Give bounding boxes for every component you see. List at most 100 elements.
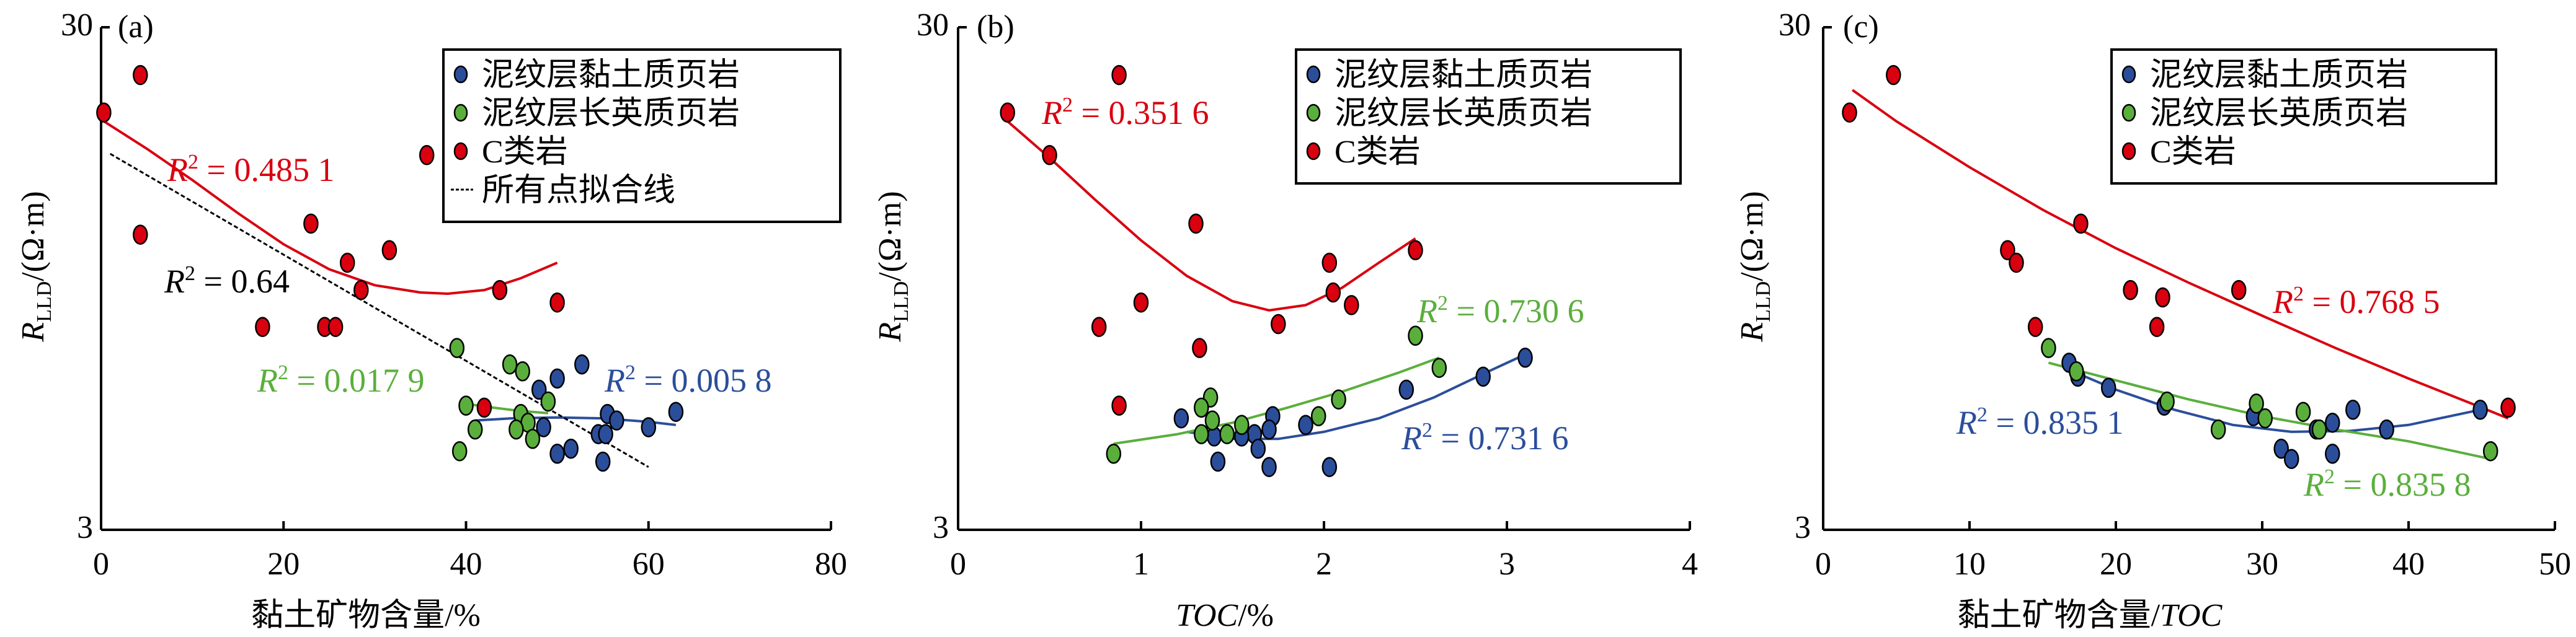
x-axis-title-unit: /% — [1238, 598, 1274, 633]
data-point-felsic — [2482, 441, 2498, 462]
legend-marker-felsic — [453, 103, 468, 122]
data-point-felsic — [502, 354, 518, 375]
x-tick-label: 20 — [267, 547, 300, 582]
r2-annotation-felsic: R2 = 0.017 9 — [257, 361, 424, 399]
r2-annotation-clay: R2 = 0.005 8 — [604, 361, 771, 399]
data-point-clay — [2325, 412, 2340, 433]
x-tick-label: 3 — [1499, 547, 1515, 582]
data-point-felsic — [458, 395, 474, 416]
y-tick-label-top: 30 — [1779, 7, 1811, 43]
data-point-c_rock — [2027, 317, 2043, 337]
legend-label-felsic: 泥纹层长英质页岩 — [482, 96, 740, 131]
data-point-felsic — [451, 441, 468, 462]
y-tick-label-top: 30 — [61, 7, 93, 43]
legend-box — [1295, 48, 1682, 185]
data-point-clay — [531, 379, 547, 400]
data-point-felsic — [1204, 410, 1220, 431]
data-point-c_rock — [1091, 317, 1107, 337]
y-axis-unit: /(Ω·m) — [1734, 191, 1770, 281]
x-tick-label: 20 — [2100, 547, 2132, 582]
data-point-c_rock — [2073, 213, 2089, 234]
x-tick-label: 0 — [950, 547, 966, 582]
data-point-clay — [2325, 444, 2340, 464]
data-point-c_rock — [327, 317, 344, 337]
r2-annotation-c_rock: R2 = 0.351 6 — [1041, 94, 1209, 131]
x-tick-label: 60 — [633, 547, 665, 582]
data-point-c_rock — [381, 240, 398, 261]
x-tick-label: 40 — [450, 547, 482, 582]
data-point-c_rock — [255, 317, 270, 337]
x-tick-label: 2 — [1316, 547, 1332, 582]
r2-annotation-all_fit: R2 = 0.64 — [164, 262, 290, 300]
data-point-felsic — [1310, 406, 1326, 426]
x-axis-title-italic: TOC — [2160, 598, 2223, 633]
legend-label-clay: 泥纹层黏土质页岩 — [1335, 58, 1592, 93]
data-point-clay — [549, 444, 565, 464]
x-tick-label: 40 — [2392, 547, 2425, 582]
r2-annotation-c_rock: R2 = 0.768 5 — [2272, 283, 2440, 320]
legend-label-felsic: 泥纹层长英质页岩 — [1335, 96, 1592, 131]
data-point-c_rock — [1886, 64, 1901, 86]
data-point-c_rock — [419, 145, 435, 165]
data-point-clay — [1210, 451, 1226, 472]
data-point-clay — [1321, 457, 1338, 477]
data-point-felsic — [2159, 391, 2175, 412]
data-point-clay — [2345, 400, 2361, 420]
data-point-felsic — [2249, 393, 2264, 414]
data-point-c_rock — [2149, 317, 2165, 337]
x-tick-label: 1 — [1133, 547, 1149, 582]
data-point-c_rock — [2231, 279, 2247, 301]
r2-annotation-felsic: R2 = 0.730 6 — [1416, 292, 1584, 330]
data-point-c_rock — [1192, 338, 1207, 358]
y-axis-subscript: LLD — [33, 281, 56, 322]
data-point-c_rock — [476, 397, 492, 418]
panel-label: (b) — [977, 9, 1015, 45]
y-axis-symbol: R — [1734, 322, 1770, 343]
data-point-c_rock — [2000, 240, 2015, 261]
data-point-c_rock — [339, 252, 355, 273]
legend-label-clay: 泥纹层黏土质页岩 — [482, 58, 740, 93]
y-tick-label-bottom: 3 — [1795, 510, 1811, 545]
data-point-clay — [1250, 438, 1266, 459]
data-point-felsic — [2041, 338, 2056, 358]
data-point-clay — [1261, 457, 1277, 477]
x-tick-label: 0 — [1815, 547, 1831, 582]
fit-line-all_fit — [109, 152, 649, 468]
data-point-clay — [1173, 408, 1189, 429]
legend-marker-clay — [2121, 65, 2136, 84]
x-axis-title: TOC/% — [1176, 598, 1274, 633]
legend-label-c_rock: C类岩 — [2150, 134, 2236, 170]
data-point-felsic — [2257, 408, 2273, 429]
data-point-c_rock — [1842, 102, 1857, 123]
data-point-clay — [609, 410, 624, 431]
data-point-clay — [2273, 438, 2289, 459]
data-point-clay — [549, 368, 565, 389]
data-point-felsic — [1331, 389, 1346, 410]
fit-line-c_rock — [1006, 120, 1416, 312]
data-point-felsic — [2311, 419, 2327, 440]
panel-label: (c) — [1843, 9, 1879, 45]
panel-c: 30 3 (c) 黏土矿物含量/TOC RLLD/(Ω·m) 0 10 20 30 40… — [1734, 7, 2571, 633]
fit-line-c_rock — [103, 120, 558, 296]
y-tick-label-top: 30 — [917, 7, 949, 43]
y-axis-symbol: R — [873, 322, 908, 343]
data-point-c_rock — [1000, 102, 1015, 123]
data-point-clay — [2283, 449, 2299, 469]
y-axis-title: RLLD/(Ω·m) — [873, 191, 913, 342]
legend-marker-c_rock — [2121, 142, 2136, 160]
data-point-clay — [641, 417, 657, 437]
data-point-clay — [598, 424, 613, 444]
x-axis-title-main: 黏土矿物含量/ — [1958, 598, 2161, 633]
legend-label-c_rock: C类岩 — [1335, 134, 1421, 170]
data-point-c_rock — [1408, 240, 1423, 261]
fit-line-felsic — [1113, 356, 1440, 446]
x-tick-label: 80 — [815, 547, 847, 582]
data-point-c_rock — [2009, 252, 2024, 273]
data-point-felsic — [525, 429, 541, 449]
data-point-clay — [2379, 419, 2394, 440]
data-point-c_rock — [133, 224, 148, 245]
data-point-c_rock — [1271, 314, 1286, 335]
